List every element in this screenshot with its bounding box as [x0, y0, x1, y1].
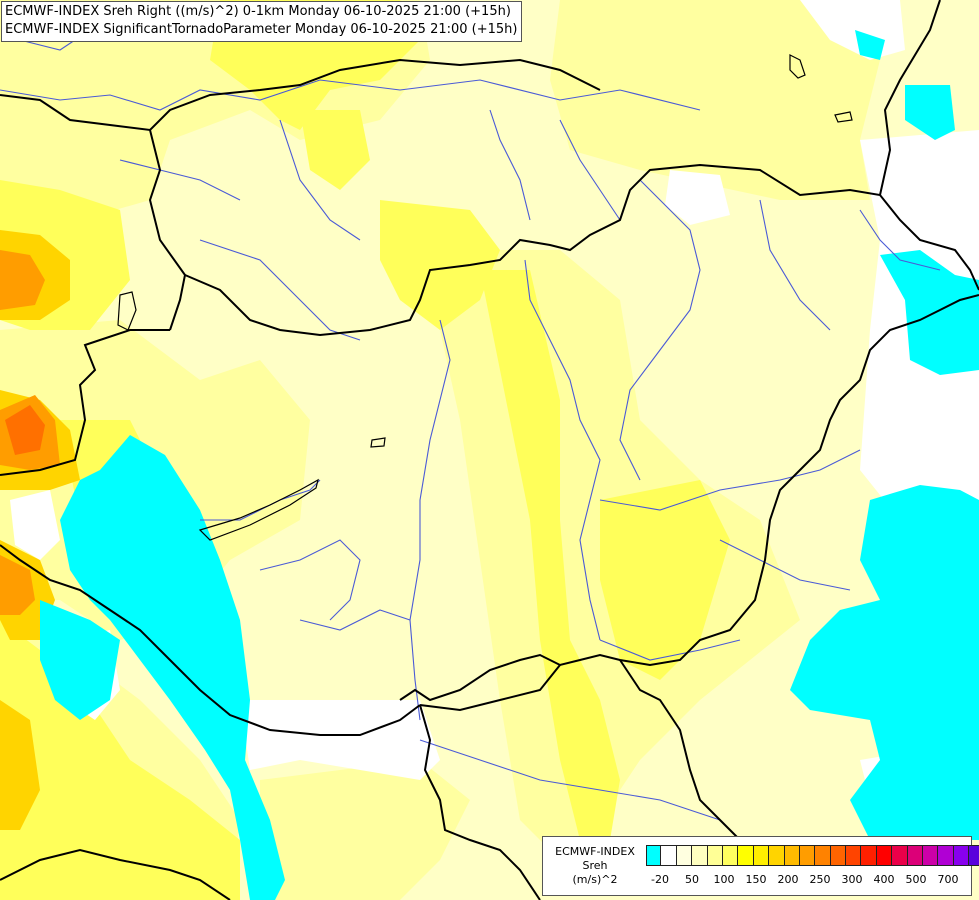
legend-tick-label: 100	[713, 873, 735, 886]
legend-swatch	[753, 845, 770, 866]
legend-swatch	[876, 845, 893, 866]
legend-tick-label: -20	[651, 873, 669, 886]
legend-title-line: ECMWF-INDEX	[555, 845, 635, 858]
legend-swatch	[692, 845, 708, 866]
legend-tick-label: 400	[873, 873, 895, 886]
legend-swatches	[646, 845, 979, 866]
legend-swatch	[784, 845, 800, 866]
legend-swatch	[953, 845, 970, 866]
legend-swatch	[892, 845, 908, 866]
legend-tick-label: 150	[745, 873, 767, 886]
legend-swatch	[676, 845, 693, 866]
legend-tick-label: 500	[905, 873, 927, 886]
legend-swatch	[846, 845, 862, 866]
sreh-field-cyan	[40, 30, 979, 900]
legend-swatch	[938, 845, 954, 866]
legend-tick-label: 250	[809, 873, 831, 886]
legend-swatch	[769, 845, 785, 866]
legend-swatch	[799, 845, 816, 866]
legend-swatch	[738, 845, 754, 866]
legend-swatch	[661, 845, 677, 866]
map-title-sreh: ECMWF-INDEX Sreh Right ((m/s)^2) 0-1km M…	[5, 4, 511, 19]
sreh-field-dark-orange	[5, 405, 45, 455]
legend-swatch	[969, 845, 979, 866]
legend-swatch	[861, 845, 877, 866]
map-title-box: ECMWF-INDEX Sreh Right ((m/s)^2) 0-1km M…	[1, 1, 523, 42]
legend-tick-label: 50	[685, 873, 699, 886]
legend-ticks: -20 50 100 150 200 250 300 400 500 700	[646, 873, 966, 887]
legend-title: ECMWF-INDEX Sreh (m/s)^2	[547, 845, 643, 887]
map-title-stp: ECMWF-INDEX SignificantTornadoParameter …	[5, 22, 518, 37]
legend-swatch	[830, 845, 847, 866]
rivers	[0, 29, 941, 821]
legend-swatch	[907, 845, 924, 866]
legend-swatch	[722, 845, 739, 866]
legend-swatch	[815, 845, 831, 866]
legend-swatch	[707, 845, 723, 866]
legend-title-line: Sreh	[582, 859, 608, 872]
legend-swatch	[646, 845, 662, 866]
legend-tick-label: 300	[841, 873, 863, 886]
color-legend: ECMWF-INDEX Sreh (m/s)^2 -20 50 100 150 …	[542, 836, 979, 896]
legend-swatch	[923, 845, 939, 866]
legend-tick-label: 700	[937, 873, 959, 886]
legend-title-line: (m/s)^2	[572, 873, 618, 886]
lakes	[117, 54, 853, 541]
legend-tick-label: 200	[777, 873, 799, 886]
